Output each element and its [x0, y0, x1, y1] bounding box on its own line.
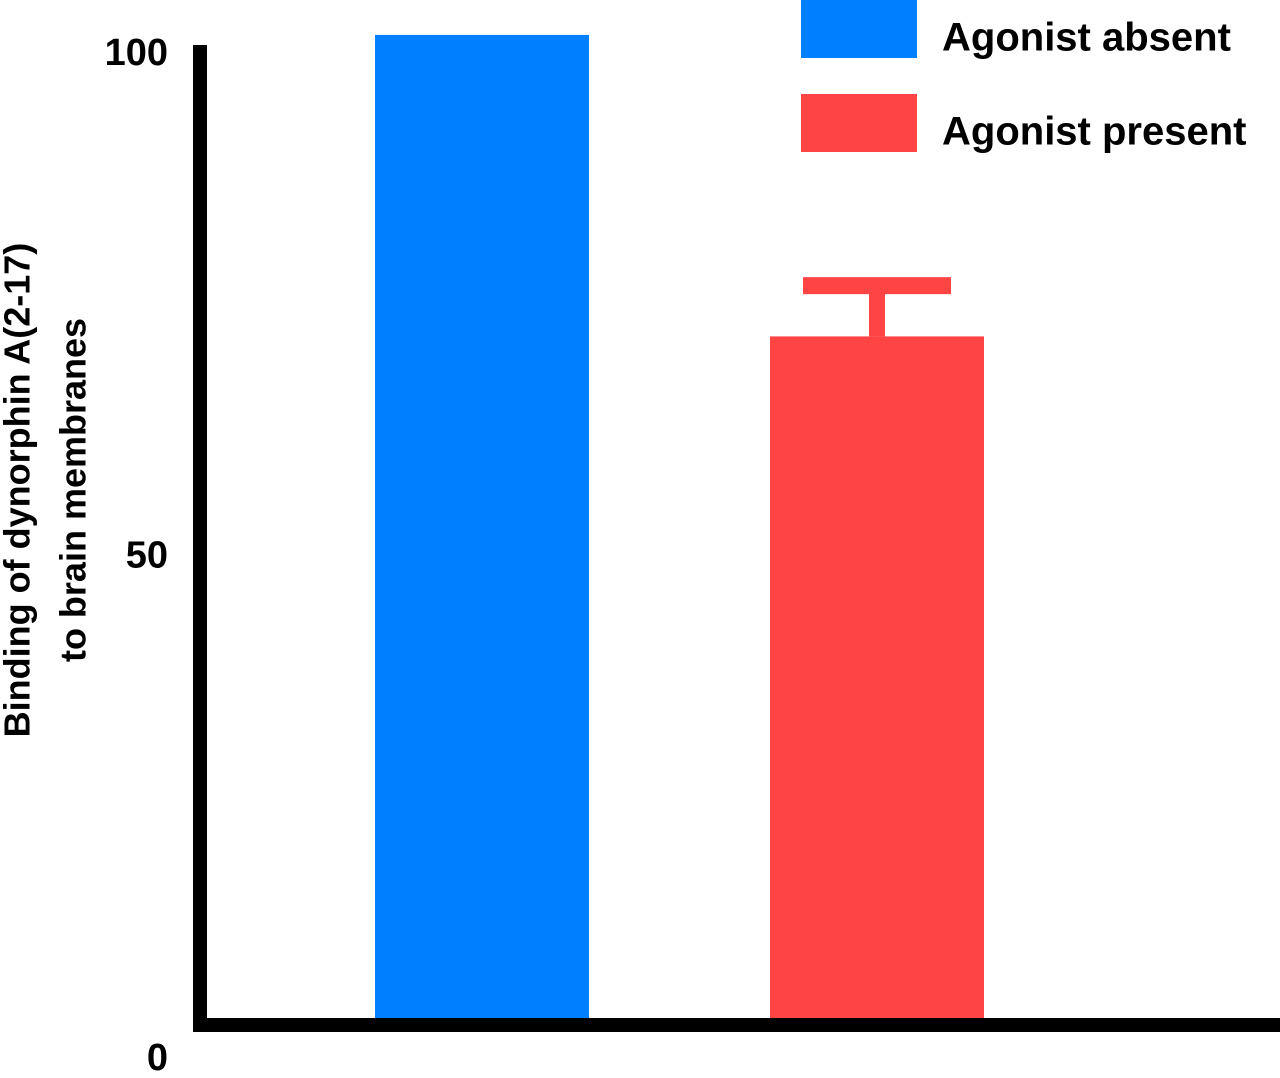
error-bar-stem — [869, 286, 885, 337]
y-tick-label: 50 — [126, 535, 168, 577]
y-label-line: Binding of dynorphin A(2-17) — [0, 243, 38, 738]
y-axis-line — [193, 45, 207, 1032]
legend-label: Agonist present — [942, 110, 1246, 154]
error-bar-cap — [803, 277, 951, 295]
bar — [375, 34, 589, 1018]
x-axis-line — [193, 1018, 1280, 1032]
bar — [770, 336, 984, 1018]
y-label-line: to brain membranes — [53, 318, 94, 662]
y-tick-label: 100 — [105, 32, 168, 74]
legend-swatch — [801, 0, 917, 58]
legend-swatch — [801, 94, 917, 152]
y-tick-label: 0 — [147, 1037, 168, 1078]
legend-label: Agonist absent — [942, 16, 1231, 60]
y-axis-title: Binding of dynorphin A(2-17) to brain me… — [0, 243, 94, 738]
